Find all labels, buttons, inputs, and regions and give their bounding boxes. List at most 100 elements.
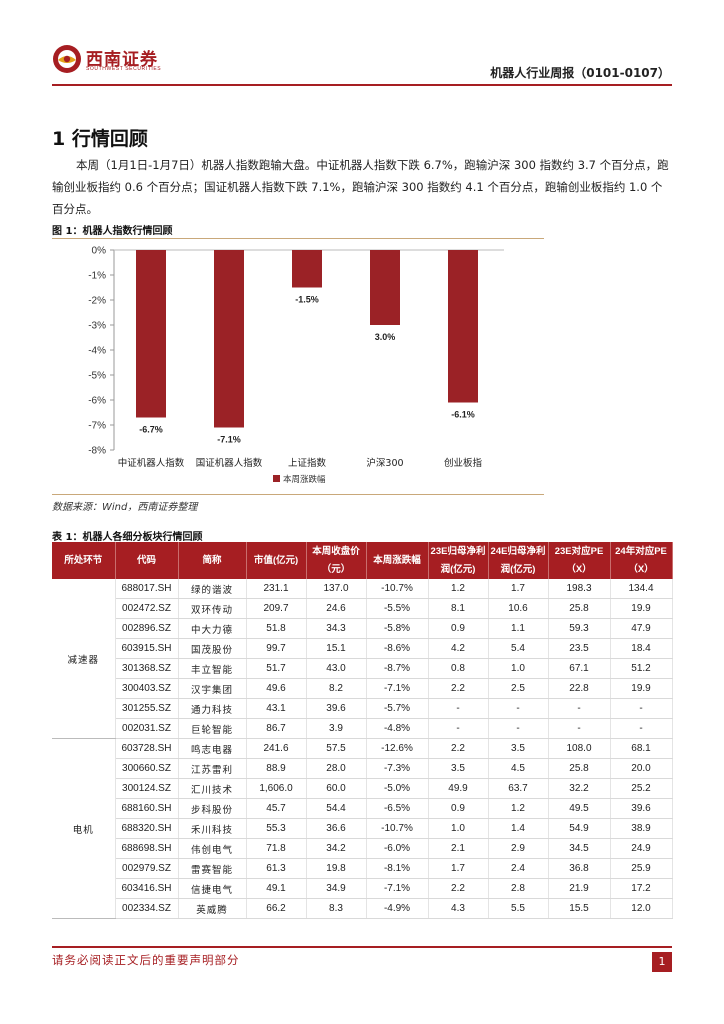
table-row: 688160.SH 步科股份 45.7 54.4 -6.5% 0.9 1.2 49.5 39.6	[52, 798, 673, 819]
table-cell: 39.6	[306, 698, 367, 719]
table-header-cell: 23E对应PE（X）	[548, 542, 611, 579]
table-cell: 雷赛智能	[178, 858, 247, 879]
table-cell: 2.1	[428, 838, 489, 859]
table-cell: 688698.SH	[115, 838, 179, 859]
table-cell: -5.8%	[366, 618, 429, 639]
table-cell: 1,606.0	[246, 778, 307, 799]
table-cell: 2.8	[488, 878, 549, 899]
table-caption: 表 1：机器人各细分板块行情回顾	[52, 532, 203, 543]
table-header-cell: 24E归母净利润(亿元)	[488, 542, 549, 579]
table-cell: 1.1	[488, 618, 549, 639]
table-cell: 59.3	[548, 618, 611, 639]
table-cell: 198.3	[548, 579, 611, 599]
table-cell: 34.5	[548, 838, 611, 859]
x-category-label: 沪深300	[366, 457, 403, 469]
table-cell: 19.9	[610, 678, 673, 699]
table-cell: 4.2	[428, 638, 489, 659]
table-row: 301255.SZ 通力科技 43.1 39.6 -5.7% - - - -	[52, 698, 673, 719]
index-performance-chart: 0% -1% -2% -3% -4% -5% -6% -7% -8% -6.7% 中证机器人指数 -7…	[88, 246, 504, 485]
table-cell: 57.5	[306, 738, 367, 759]
table-cell: 3.5	[428, 758, 489, 779]
table-cell: -7.3%	[366, 758, 429, 779]
table-cell: 8.2	[306, 678, 367, 699]
table-cell: -8.6%	[366, 638, 429, 659]
sector-performance-table: 所处环节 代码 简称 市值(亿元) 本周收盘价（元） 本周涨跌幅 23E归母净利润(亿元) 2…	[52, 542, 673, 919]
legend-swatch	[273, 475, 280, 482]
table-cell: 禾川科技	[178, 818, 247, 839]
table-cell: 231.1	[246, 579, 307, 599]
table-cell: 0.9	[428, 618, 489, 639]
table-cell: 47.9	[610, 618, 673, 639]
y-tick-label: 0%	[92, 246, 107, 257]
x-category-label: 上证指数	[288, 457, 327, 469]
table-cell: 1.7	[428, 858, 489, 879]
y-tick-label: -2%	[88, 296, 106, 307]
data-label: -7.1%	[217, 435, 241, 445]
table-cell: 300660.SZ	[115, 758, 179, 779]
table-cell: -	[610, 718, 673, 739]
footer-rule	[52, 946, 672, 948]
table-cell: 0.9	[428, 798, 489, 819]
figure-source: 数据来源：Wind，西南证券整理	[52, 502, 198, 513]
footer-disclaimer: 请务必阅读正文后的重要声明部分	[52, 953, 240, 967]
table-cell: -10.7%	[366, 579, 429, 599]
table-row: 301368.SZ 丰立智能 51.7 43.0 -8.7% 0.8 1.0 67.1 51.2	[52, 658, 673, 679]
table-cell: 71.8	[246, 838, 307, 859]
table-cell: 伟创电气	[178, 838, 247, 859]
group-name-cell: 减速器	[52, 579, 116, 739]
table-cell: 8.3	[306, 898, 367, 919]
table-cell: 1.0	[428, 818, 489, 839]
paragraph-text: 本周（1月1日-1月7日）机器人指数跑输大盘。中证机器人指数下跌 6.7%，跑输…	[52, 158, 669, 216]
x-category-label: 国证机器人指数	[196, 457, 263, 469]
chart-bar	[370, 250, 400, 325]
table-cell: -7.1%	[366, 678, 429, 699]
table-cell: 301368.SZ	[115, 658, 179, 679]
table-cell: 5.4	[488, 638, 549, 659]
table-row: 电机 603728.SH 鸣志电器 241.6 57.5 -12.6% 2.2 3.5 108.…	[52, 738, 673, 919]
table-row: 603915.SH 国茂股份 99.7 15.1 -8.6% 4.2 5.4 23.5 18.4	[52, 638, 673, 659]
table-cell: -5.7%	[366, 698, 429, 719]
table-cell: 134.4	[610, 579, 673, 599]
table-cell: 49.6	[246, 678, 307, 699]
table-cell: 19.8	[306, 858, 367, 879]
y-tick-label: -3%	[88, 321, 106, 332]
table-cell: 38.9	[610, 818, 673, 839]
table-cell: -	[548, 698, 611, 719]
table-row: 002979.SZ 雷赛智能 61.3 19.8 -8.1% 1.7 2.4 36.8 25.9	[52, 858, 673, 879]
table-cell: 2.9	[488, 838, 549, 859]
table-cell: 24.6	[306, 598, 367, 619]
x-category-label: 中证机器人指数	[118, 457, 185, 469]
table-cell: 55.3	[246, 818, 307, 839]
table-cell: 137.0	[306, 579, 367, 599]
table-cell: 68.1	[610, 738, 673, 759]
table-cell: 61.3	[246, 858, 307, 879]
table-row: 002472.SZ 双环传动 209.7 24.6 -5.5% 8.1 10.6 25.8 19…	[52, 598, 673, 619]
table-cell: 巨轮智能	[178, 718, 247, 739]
table-cell: 34.9	[306, 878, 367, 899]
table-cell: 步科股份	[178, 798, 247, 819]
table-cell: 51.8	[246, 618, 307, 639]
data-label: -1.5%	[295, 295, 319, 305]
table-cell: 汉宇集团	[178, 678, 247, 699]
table-cell: 63.7	[488, 778, 549, 799]
table-cell: 1.2	[488, 798, 549, 819]
table-cell: 300403.SZ	[115, 678, 179, 699]
table-cell: 43.1	[246, 698, 307, 719]
table-row: 688698.SH 伟创电气 71.8 34.2 -6.0% 2.1 2.9 34.5 24.9	[52, 838, 673, 859]
table-row: 300124.SZ 汇川技术 1,606.0 60.0 -5.0% 49.9 63.7 32.…	[52, 778, 673, 799]
table-cell: 绿的谐波	[178, 579, 247, 599]
table-cell: 双环传动	[178, 598, 247, 619]
table-header-cell: 简称	[178, 542, 247, 579]
table-cell: -8.7%	[366, 658, 429, 679]
table-cell: 3.5	[488, 738, 549, 759]
table-cell: 28.0	[306, 758, 367, 779]
table-cell: 688160.SH	[115, 798, 179, 819]
page-number: 1	[652, 952, 672, 972]
chart-bar	[136, 250, 166, 418]
table-cell: 2.4	[488, 858, 549, 879]
data-label: -6.7%	[139, 425, 163, 435]
table-row: 603416.SH 信捷电气 49.1 34.9 -7.1% 2.2 2.8 21.9 17.2	[52, 878, 673, 899]
table-cell: 51.7	[246, 658, 307, 679]
table-cell: 36.6	[306, 818, 367, 839]
data-label: 3.0%	[375, 332, 396, 342]
